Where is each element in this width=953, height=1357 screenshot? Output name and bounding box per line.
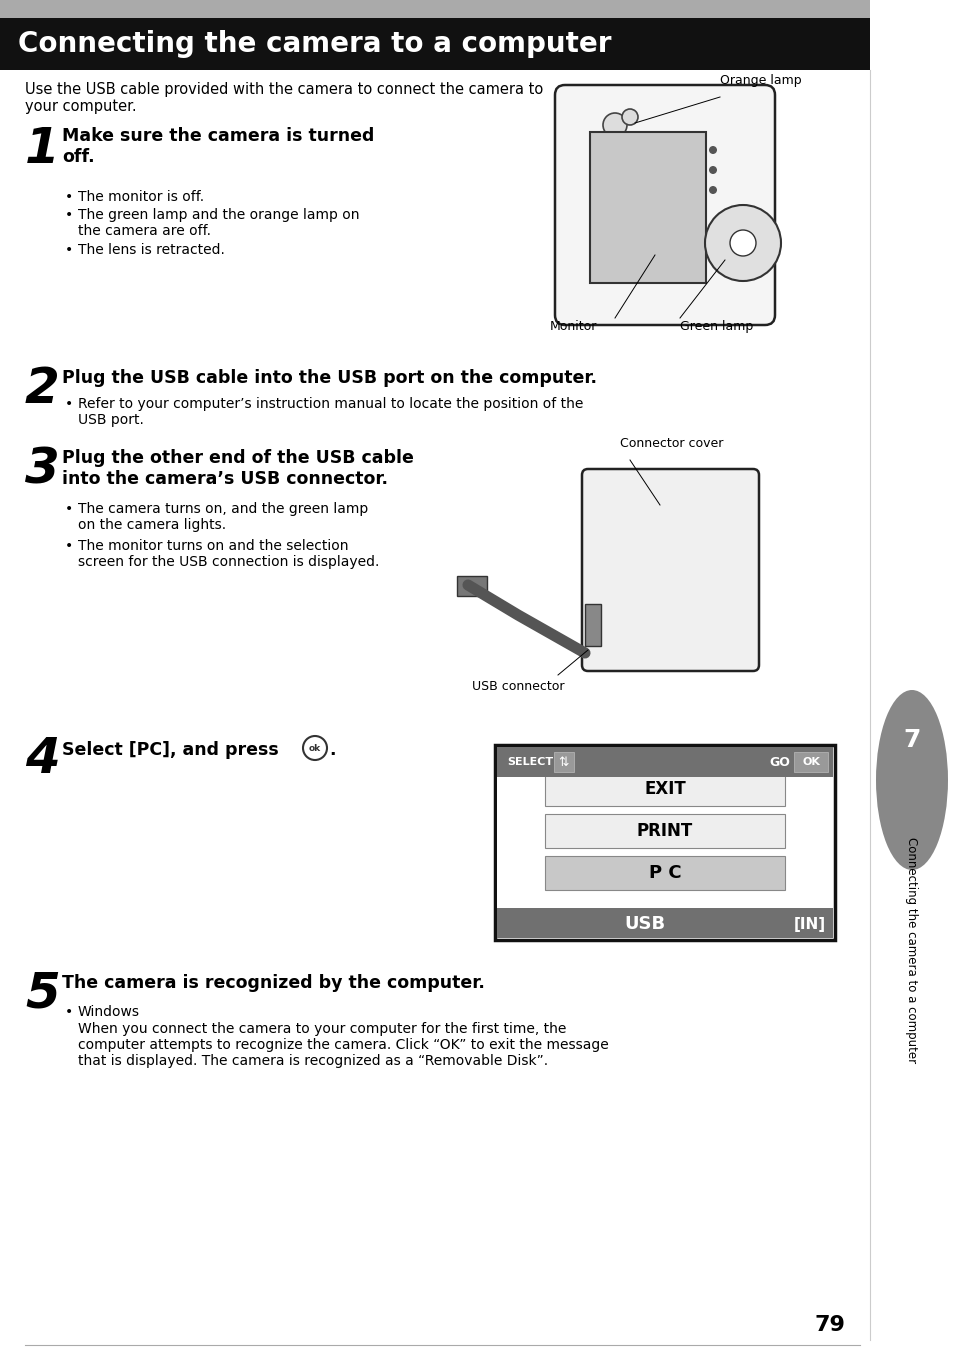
Text: The green lamp and the orange lamp on
the camera are off.: The green lamp and the orange lamp on th…: [78, 208, 359, 239]
Text: PRINT: PRINT: [637, 822, 693, 840]
Text: •: •: [65, 1006, 73, 1019]
Text: Green lamp: Green lamp: [679, 320, 753, 332]
Bar: [869, 0, 953, 1357]
Text: The lens is retracted.: The lens is retracted.: [78, 243, 225, 256]
Text: ⇅: ⇅: [558, 756, 569, 768]
FancyBboxPatch shape: [456, 575, 486, 596]
Text: ok: ok: [309, 744, 321, 753]
FancyBboxPatch shape: [544, 814, 784, 848]
Text: •: •: [65, 502, 73, 516]
Text: Connecting the camera to a computer: Connecting the camera to a computer: [904, 837, 918, 1063]
Text: 5: 5: [25, 970, 60, 1018]
Text: The monitor is off.: The monitor is off.: [78, 190, 204, 204]
Text: OK: OK: [801, 757, 819, 767]
Circle shape: [704, 205, 781, 281]
Text: •: •: [65, 190, 73, 204]
Text: •: •: [65, 243, 73, 256]
Text: •: •: [65, 398, 73, 411]
Bar: [497, 908, 832, 938]
Bar: [0, 18, 869, 71]
Text: •: •: [65, 208, 73, 223]
Text: EXIT: EXIT: [643, 780, 685, 798]
Text: [IN]: [IN]: [793, 916, 825, 931]
Text: Refer to your computer’s instruction manual to locate the position of the
USB po: Refer to your computer’s instruction man…: [78, 398, 583, 427]
Text: Make sure the camera is turned
off.: Make sure the camera is turned off.: [62, 128, 374, 166]
FancyBboxPatch shape: [589, 132, 705, 284]
Circle shape: [303, 735, 327, 760]
Circle shape: [621, 109, 638, 125]
Ellipse shape: [875, 689, 947, 870]
FancyBboxPatch shape: [555, 85, 774, 324]
FancyBboxPatch shape: [584, 604, 600, 646]
Circle shape: [708, 186, 717, 194]
Text: Use the USB cable provided with the camera to connect the camera to
your compute: Use the USB cable provided with the came…: [25, 81, 542, 114]
Text: The camera is recognized by the computer.: The camera is recognized by the computer…: [62, 974, 484, 992]
Text: USB: USB: [624, 915, 665, 934]
Text: Plug the USB cable into the USB port on the computer.: Plug the USB cable into the USB port on …: [62, 369, 597, 387]
Text: The monitor turns on and the selection
screen for the USB connection is displaye: The monitor turns on and the selection s…: [78, 539, 379, 569]
FancyBboxPatch shape: [544, 772, 784, 806]
Text: SELECT: SELECT: [506, 757, 553, 767]
FancyBboxPatch shape: [581, 470, 759, 670]
Bar: [497, 778, 832, 908]
Text: Connecting the camera to a computer: Connecting the camera to a computer: [18, 30, 611, 58]
Text: Connector cover: Connector cover: [619, 437, 722, 451]
Text: 79: 79: [814, 1315, 844, 1335]
Text: 1: 1: [25, 125, 60, 172]
Text: The camera turns on, and the green lamp
on the camera lights.: The camera turns on, and the green lamp …: [78, 502, 368, 532]
Bar: [497, 746, 832, 778]
Text: Orange lamp: Orange lamp: [720, 75, 801, 87]
FancyBboxPatch shape: [793, 752, 827, 772]
Circle shape: [729, 229, 755, 256]
Bar: [0, 0, 953, 18]
Text: P C: P C: [648, 864, 680, 882]
Text: USB connector: USB connector: [471, 680, 563, 693]
Text: 4: 4: [25, 735, 60, 783]
Text: Select [PC], and press: Select [PC], and press: [62, 741, 278, 759]
Text: Windows: Windows: [78, 1006, 140, 1019]
Circle shape: [708, 166, 717, 174]
FancyBboxPatch shape: [544, 856, 784, 890]
Text: GO: GO: [769, 756, 790, 768]
Text: When you connect the camera to your computer for the first time, the
computer at: When you connect the camera to your comp…: [78, 1022, 608, 1068]
Circle shape: [602, 113, 626, 137]
Text: 7: 7: [902, 727, 920, 752]
Bar: [495, 745, 834, 940]
Text: 3: 3: [25, 445, 60, 493]
Text: •: •: [65, 539, 73, 554]
Text: 2: 2: [25, 365, 60, 413]
Text: Plug the other end of the USB cable
into the camera’s USB connector.: Plug the other end of the USB cable into…: [62, 449, 414, 487]
FancyBboxPatch shape: [554, 752, 574, 772]
Circle shape: [708, 147, 717, 153]
Text: Monitor: Monitor: [550, 320, 597, 332]
Text: .: .: [329, 741, 335, 759]
